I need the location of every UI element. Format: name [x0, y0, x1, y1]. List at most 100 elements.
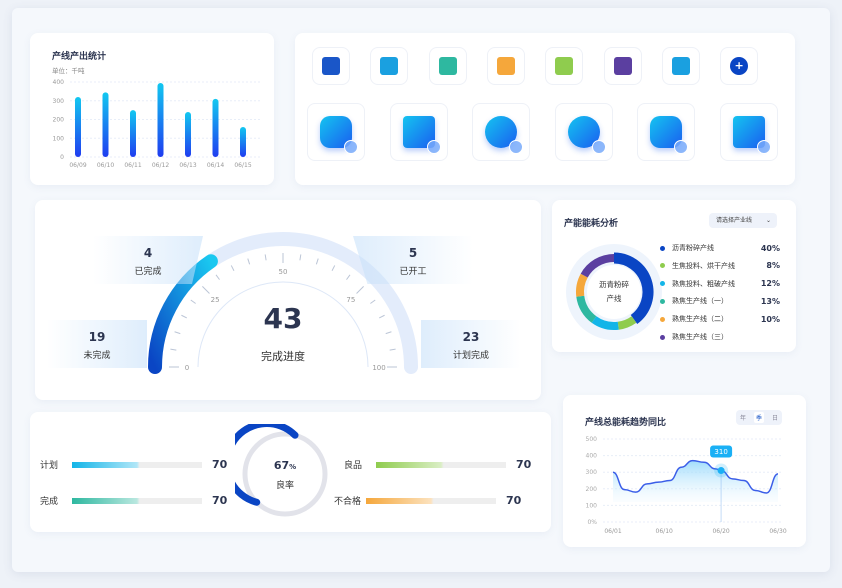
mail-edit-button[interactable]	[637, 103, 695, 161]
energy-analysis-panel: 产能能耗分析 请选择产业线 ⌄ 沥青粉碎 产线 沥青粉碎产线 40% 生焦投料、烘干产线…	[552, 200, 796, 352]
y-tick-label: 100	[53, 135, 65, 142]
gauge-tick	[202, 286, 210, 294]
folder-layers-icon	[732, 116, 771, 154]
table-search-button[interactable]	[486, 47, 525, 85]
calendar-hourglass-button[interactable]	[554, 103, 613, 161]
bar-chart: 0 100 200 300 400 06/09 06/10 06/11 06/12 06/13 06…	[53, 79, 260, 169]
bar	[102, 92, 109, 157]
bar	[130, 110, 136, 157]
gauge-tick	[356, 286, 364, 294]
quality-row: 计划 70	[40, 458, 227, 471]
legend-value: 40%	[760, 243, 780, 253]
box-wrench-button[interactable]	[428, 47, 467, 85]
quality-row-label: 计划	[40, 461, 59, 471]
quality-progress-bar	[376, 461, 506, 468]
table-search-icon	[496, 57, 515, 75]
line-select[interactable]: 请选择产业线 ⌄	[709, 213, 777, 228]
gauge-tick	[264, 254, 267, 261]
yield-ring-fill	[235, 424, 299, 506]
bar	[240, 127, 246, 157]
legend-value: 13%	[760, 296, 780, 306]
legend-dot	[660, 334, 665, 340]
add-circle-icon: +	[730, 57, 749, 75]
x-tick-label: 06/12	[152, 162, 169, 169]
quality-row-label: 良品	[344, 461, 363, 471]
trend-chart: 0% 100 200 300 400 500 06/01 06/10 06/20 06/30 310	[586, 436, 787, 535]
quality-row-value: 70	[506, 494, 522, 507]
legend-item: 沥青粉碎产线 40%	[660, 243, 780, 253]
completed-card: 4 已完成	[93, 236, 203, 284]
database-search-button[interactable]	[472, 103, 530, 161]
quality-panel: 67% 良率 计划 70 完成 70 良品 70 不合格 70	[30, 412, 551, 532]
x-tick-label: 06/01	[604, 528, 621, 535]
completed-label: 已完成	[134, 267, 162, 277]
shield-user-button[interactable]	[389, 103, 448, 161]
planned-value: 23	[462, 330, 480, 344]
yield-rate-value: 67%	[273, 459, 297, 472]
legend-item: 熟焦生产线（一） 13%	[660, 296, 780, 306]
donut-chart	[566, 244, 662, 340]
y-tick-label: 200	[53, 117, 65, 124]
x-tick-label: 06/30	[769, 528, 786, 535]
progress-gauge-panel: 0 25 50 75 100 4 已完成 5 已开工 19 未完成 23 计划完成 43 完成进…	[35, 200, 541, 400]
worker-star-button[interactable]	[370, 47, 409, 85]
legend-dot	[660, 263, 665, 269]
cube-add-button[interactable]	[661, 47, 700, 85]
gauge-tick	[215, 274, 220, 280]
y-tick-label: 0	[60, 154, 64, 161]
document-settings-button[interactable]	[312, 47, 350, 85]
incomplete-value: 19	[88, 330, 106, 344]
legend-value: 12%	[760, 279, 780, 289]
panel-title: 产能能耗分析	[564, 219, 619, 229]
legend-label: 沥青粉碎产线	[672, 244, 714, 252]
document-settings-icon	[322, 57, 340, 75]
x-tick-label: 06/10	[656, 528, 673, 535]
report-network-button[interactable]	[545, 47, 584, 85]
incomplete-label: 未完成	[83, 351, 111, 361]
quality-row-value: 70	[212, 494, 228, 507]
legend-label: 生焦投料、烘干产线	[672, 261, 735, 270]
tooltip-point	[717, 467, 725, 475]
y-tick-label: 300	[53, 98, 65, 105]
add-circle-button[interactable]: +	[720, 47, 759, 85]
period-tab[interactable]: 日	[771, 415, 778, 422]
period-tab[interactable]: 年	[739, 415, 746, 422]
legend-dot	[660, 316, 665, 322]
donut-slice	[576, 295, 597, 323]
gauge-fill	[148, 254, 218, 374]
y-tick-label: 400	[586, 453, 598, 460]
quality-row-value: 70	[516, 458, 532, 471]
panel-title: 产线产出统计	[52, 52, 107, 62]
legend-item: 生焦投料、烘干产线 8%	[660, 261, 780, 271]
y-tick-label: 400	[53, 79, 65, 86]
gauge-tick-label: 100	[372, 364, 385, 372]
quality-row: 不合格 70	[334, 494, 521, 507]
quality-progress-bar	[72, 497, 202, 504]
gauge-tick	[174, 331, 181, 335]
donut-slice	[591, 316, 619, 330]
document-edit-icon	[320, 116, 358, 154]
shield-user-icon	[402, 116, 441, 154]
legend-label: 熟焦生产线（二）	[672, 315, 728, 324]
presentation-chart-button[interactable]	[603, 47, 642, 85]
period-tab[interactable]: 季	[753, 412, 764, 423]
gauge-tick-label: 0	[185, 364, 189, 372]
legend-dot	[660, 245, 665, 251]
report-network-icon	[555, 57, 574, 75]
gauge-tick	[190, 299, 196, 304]
gauge-label: 完成进度	[261, 350, 305, 363]
started-card: 5 已开工	[353, 236, 473, 284]
gauge-tick	[370, 299, 376, 304]
gauge-tick	[346, 274, 351, 280]
bar	[157, 82, 164, 157]
incomplete-card: 19 未完成	[47, 320, 147, 368]
legend-dot	[660, 298, 665, 304]
donut-slice	[617, 316, 637, 330]
legend-item: 熟焦生产线（二） 10%	[660, 314, 780, 324]
folder-layers-button[interactable]	[719, 103, 778, 161]
bar	[212, 98, 219, 157]
legend-value: 10%	[760, 314, 780, 324]
cube-add-icon	[671, 57, 690, 75]
bar	[185, 112, 191, 157]
document-edit-button[interactable]	[307, 103, 365, 161]
